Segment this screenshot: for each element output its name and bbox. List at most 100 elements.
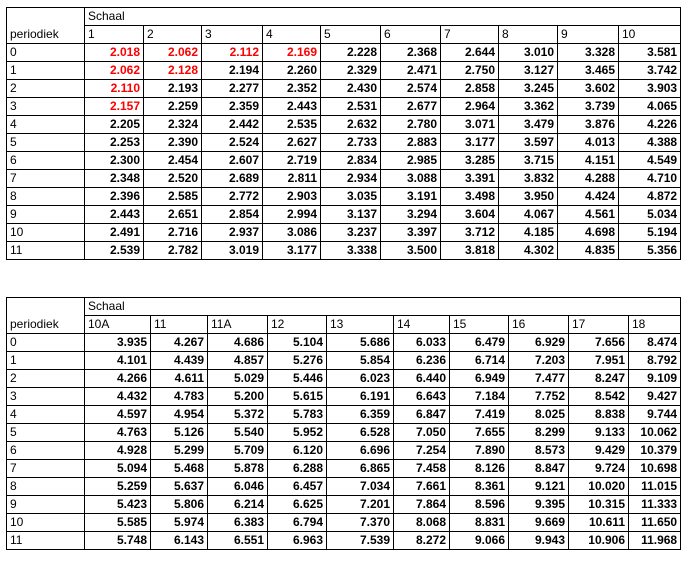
salary-cell: 10.611 <box>568 513 629 532</box>
salary-cell: 3.328 <box>557 43 619 62</box>
salary-cell: 6.359 <box>326 405 394 424</box>
salary-cell: 6.625 <box>267 495 327 514</box>
column-header-scale: 6 <box>380 25 441 44</box>
salary-cell: 2.937 <box>201 223 263 242</box>
row-label-periodiek: 10 <box>6 513 85 532</box>
salary-cell: 9.133 <box>568 423 629 442</box>
table-row: 4 4.597 4.954 5.372 5.783 6.359 6.847 7.419 8.02… <box>6 405 682 424</box>
row-label-periodiek: 7 <box>6 169 85 188</box>
salary-cell: 2.324 <box>143 115 202 134</box>
salary-cell: 3.088 <box>380 169 441 188</box>
salary-cell: 10.698 <box>627 459 682 478</box>
header-row-group: periodiek Schaal <box>6 297 682 334</box>
salary-cell: 2.442 <box>201 115 263 134</box>
salary-cell: 7.951 <box>568 351 629 370</box>
salary-cell: 10.315 <box>568 495 629 514</box>
salary-cell-highlighted: 2.018 <box>84 43 144 62</box>
salary-cell: 8.792 <box>627 351 682 370</box>
column-header-scale: 2 <box>143 25 202 44</box>
row-label-periodiek: 5 <box>6 133 85 152</box>
salary-cell: 5.637 <box>150 477 208 496</box>
salary-cell: 3.465 <box>557 61 619 80</box>
salary-cell: 5.615 <box>267 387 327 406</box>
row-label-periodiek: 3 <box>6 387 85 406</box>
salary-cell: 5.686 <box>326 333 394 352</box>
salary-cell: 9.429 <box>568 441 629 460</box>
table-row: 10 2.491 2.716 2.937 3.086 3.237 3.397 3.712 4.1… <box>6 223 682 242</box>
salary-cell: 6.794 <box>267 513 327 532</box>
table-row: 6 2.300 2.454 2.607 2.719 2.834 2.985 3.285 3.71… <box>6 151 682 170</box>
salary-cell: 6.696 <box>326 441 394 460</box>
salary-cell: 3.177 <box>440 133 499 152</box>
salary-cell: 8.831 <box>449 513 509 532</box>
salary-cell: 3.137 <box>320 205 381 224</box>
salary-cell: 6.033 <box>393 333 450 352</box>
salary-cell: 5.952 <box>267 423 327 442</box>
salary-cell: 4.267 <box>150 333 208 352</box>
salary-cell: 5.854 <box>326 351 394 370</box>
salary-cell: 4.763 <box>84 423 151 442</box>
salary-cell: 9.724 <box>568 459 629 478</box>
salary-cell: 7.752 <box>508 387 569 406</box>
salary-cell: 2.689 <box>201 169 263 188</box>
column-header-scale: 9 <box>557 25 619 44</box>
salary-cell: 11.015 <box>627 477 682 496</box>
salary-cell-highlighted: 2.112 <box>201 43 263 62</box>
table-row: 0 2.018 2.062 2.112 2.169 2.228 2.368 2.644 3.01… <box>6 43 682 62</box>
salary-cell: 2.607 <box>201 151 263 170</box>
salary-cell: 8.542 <box>568 387 629 406</box>
salary-cell: 6.457 <box>267 477 327 496</box>
salary-cell: 2.396 <box>84 187 144 206</box>
column-header-scale: 18 <box>627 315 682 334</box>
salary-cell: 2.716 <box>143 223 202 242</box>
salary-cell: 7.477 <box>508 369 569 388</box>
salary-cell: 2.627 <box>262 133 321 152</box>
salary-cell: 5.446 <box>267 369 327 388</box>
salary-cell: 2.632 <box>320 115 381 134</box>
salary-cell: 3.903 <box>617 79 682 98</box>
salary-cell: 3.818 <box>440 241 499 260</box>
salary-cell: 2.359 <box>201 97 263 116</box>
salary-cell: 3.285 <box>440 151 499 170</box>
column-header-scale: 8 <box>498 25 558 44</box>
salary-cell: 6.143 <box>150 531 208 550</box>
salary-cell: 3.397 <box>380 223 441 242</box>
salary-cell: 2.883 <box>380 133 441 152</box>
salary-cell: 6.383 <box>207 513 268 532</box>
salary-cell: 2.300 <box>84 151 144 170</box>
column-header-scale: 1 <box>84 25 144 44</box>
salary-cell: 5.540 <box>207 423 268 442</box>
salary-cell: 2.471 <box>380 61 441 80</box>
row-label-periodiek: 6 <box>6 441 85 460</box>
salary-cell: 2.535 <box>262 115 321 134</box>
salary-cell: 2.443 <box>84 205 144 224</box>
table-row: 4 2.205 2.324 2.442 2.535 2.632 2.780 3.071 3.47… <box>6 115 682 134</box>
salary-cell: 4.266 <box>84 369 151 388</box>
salary-cell: 6.214 <box>207 495 268 514</box>
salary-cell: 6.949 <box>449 369 509 388</box>
column-header-scale: 12 <box>267 315 327 334</box>
salary-cell-highlighted: 2.169 <box>262 43 321 62</box>
column-header-scale: 3 <box>201 25 263 44</box>
salary-cell: 8.299 <box>508 423 569 442</box>
salary-cell: 2.260 <box>262 61 321 80</box>
salary-cell: 3.597 <box>498 133 558 152</box>
column-header-scale: 5 <box>320 25 381 44</box>
salary-cell: 11.333 <box>627 495 682 514</box>
salary-cell: 3.035 <box>320 187 381 206</box>
salary-cell: 9.121 <box>508 477 569 496</box>
salary-cell: 8.474 <box>627 333 682 352</box>
salary-cell: 7.050 <box>393 423 450 442</box>
salary-cell: 6.120 <box>267 441 327 460</box>
salary-cell: 4.928 <box>84 441 151 460</box>
salary-cell: 2.782 <box>143 241 202 260</box>
salary-cell: 7.655 <box>449 423 509 442</box>
column-header-scale: 11A <box>207 315 268 334</box>
row-label-periodiek: 3 <box>6 97 85 116</box>
salary-cell: 7.419 <box>449 405 509 424</box>
table-row: 9 2.443 2.651 2.854 2.994 3.137 3.294 3.604 4.06… <box>6 205 682 224</box>
salary-cell: 3.602 <box>557 79 619 98</box>
salary-cell: 4.067 <box>498 205 558 224</box>
salary-cell: 8.361 <box>449 477 509 496</box>
salary-cell: 5.276 <box>267 351 327 370</box>
